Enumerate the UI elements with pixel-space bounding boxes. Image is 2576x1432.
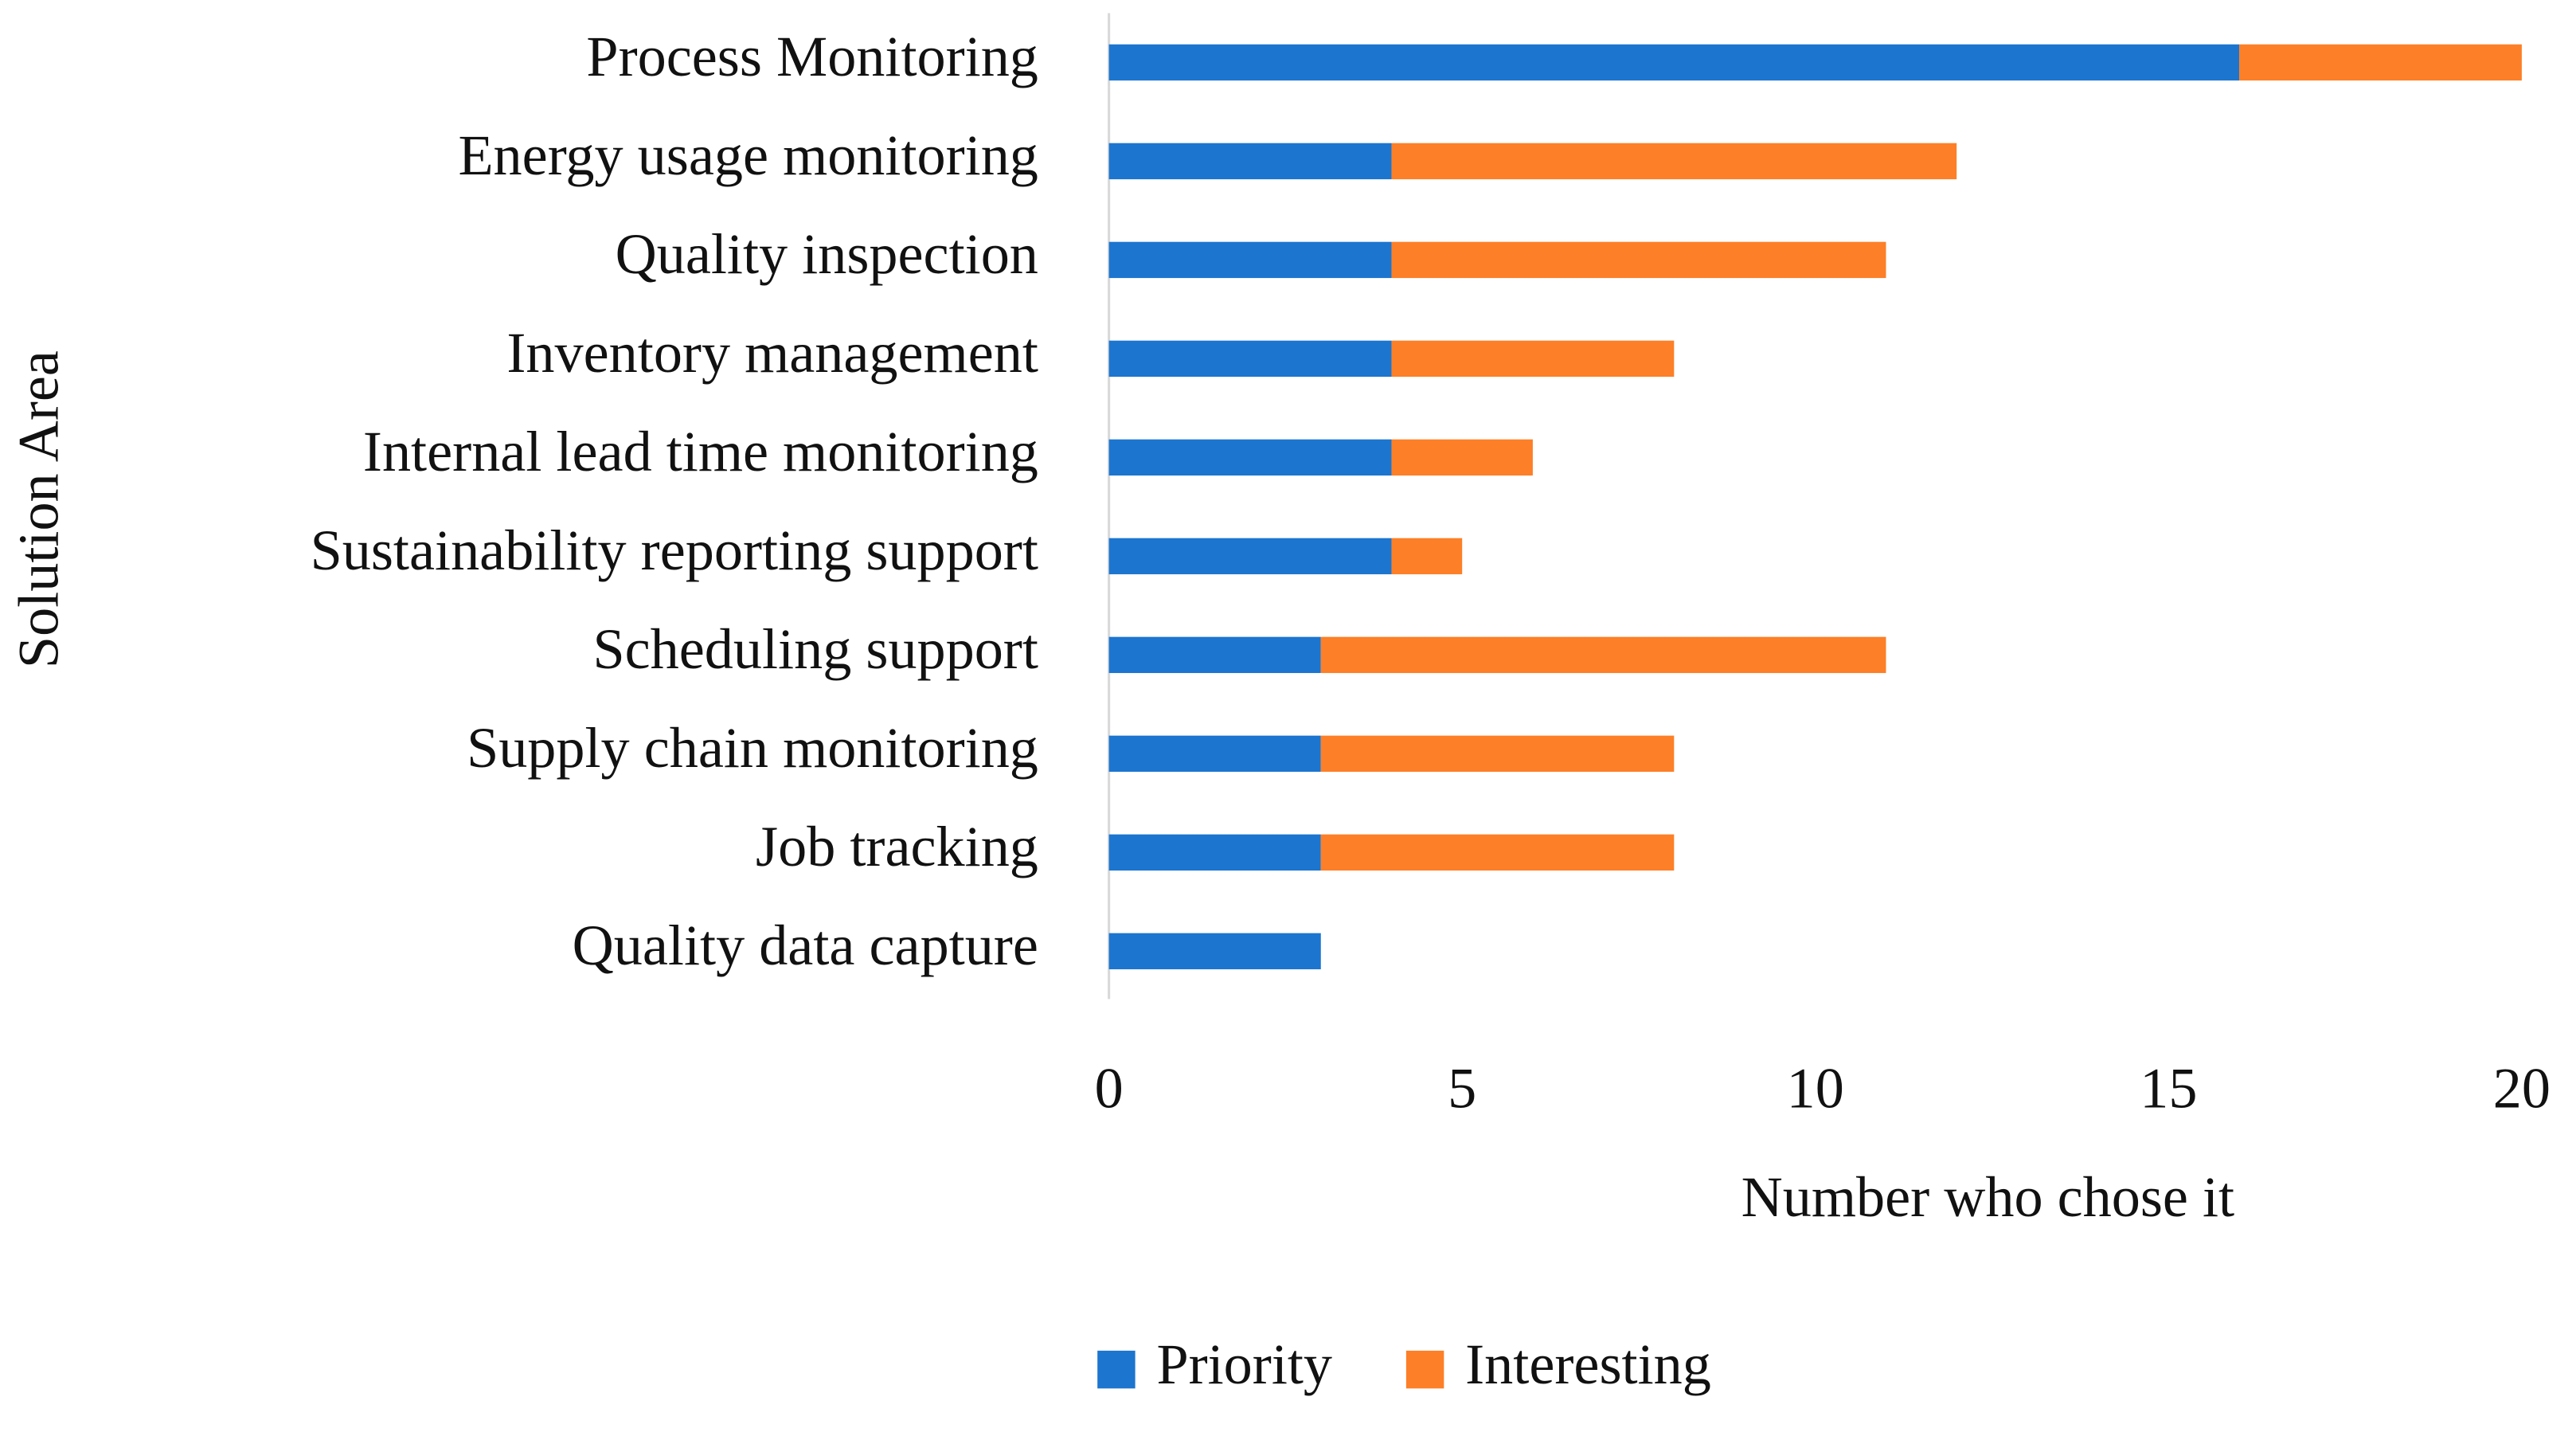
bar-segment xyxy=(1108,143,1392,180)
y-axis-title: Solution Area xyxy=(6,350,70,668)
bar-segment xyxy=(1391,340,1675,378)
x-tick-label: 15 xyxy=(2140,1057,2197,1121)
bar-segment xyxy=(1108,44,2240,81)
x-tick-label: 20 xyxy=(2493,1057,2551,1121)
y-tick-label: Job tracking xyxy=(756,815,1038,878)
legend-swatch xyxy=(1097,1350,1136,1389)
bar-segment xyxy=(1108,439,1392,476)
bar-segment xyxy=(1108,538,1392,575)
bar-segment xyxy=(1108,636,1321,674)
y-tick-label: Energy usage monitoring xyxy=(458,123,1038,187)
bar-segment xyxy=(1108,735,1321,773)
y-tick-label: Quality inspection xyxy=(616,222,1038,286)
y-tick-label: Quality data capture xyxy=(573,914,1038,977)
y-tick-label: Supply chain monitoring xyxy=(467,716,1038,780)
bar-segment xyxy=(1320,834,1675,871)
bar-segment xyxy=(1391,439,1533,476)
x-tick-label: 0 xyxy=(1095,1057,1124,1121)
bar-segment xyxy=(1108,933,1321,970)
bar-segment xyxy=(1391,538,1463,575)
legend-label: Interesting xyxy=(1465,1332,1711,1396)
x-tick-label: 10 xyxy=(1787,1057,1844,1121)
bar-segment xyxy=(1108,834,1321,871)
bar-segment xyxy=(2239,44,2522,81)
legend-label: Priority xyxy=(1156,1332,1332,1396)
bar-segment xyxy=(1108,241,1392,279)
y-tick-label: Internal lead time monitoring xyxy=(363,420,1038,483)
y-tick-label: Inventory management xyxy=(506,321,1038,385)
bar-segment xyxy=(1391,143,1957,180)
y-tick-label: Process Monitoring xyxy=(586,25,1038,88)
legend-swatch xyxy=(1405,1350,1444,1389)
bar-segment xyxy=(1320,636,1886,674)
bar-segment xyxy=(1108,340,1392,378)
bar-segment xyxy=(1391,241,1886,279)
y-tick-label: Scheduling support xyxy=(592,617,1038,681)
x-axis-title: Number who chose it xyxy=(1741,1165,2234,1229)
y-tick-label: Sustainability reporting support xyxy=(311,518,1038,582)
x-tick-label: 5 xyxy=(1448,1057,1476,1121)
bar-segment xyxy=(1320,735,1675,773)
